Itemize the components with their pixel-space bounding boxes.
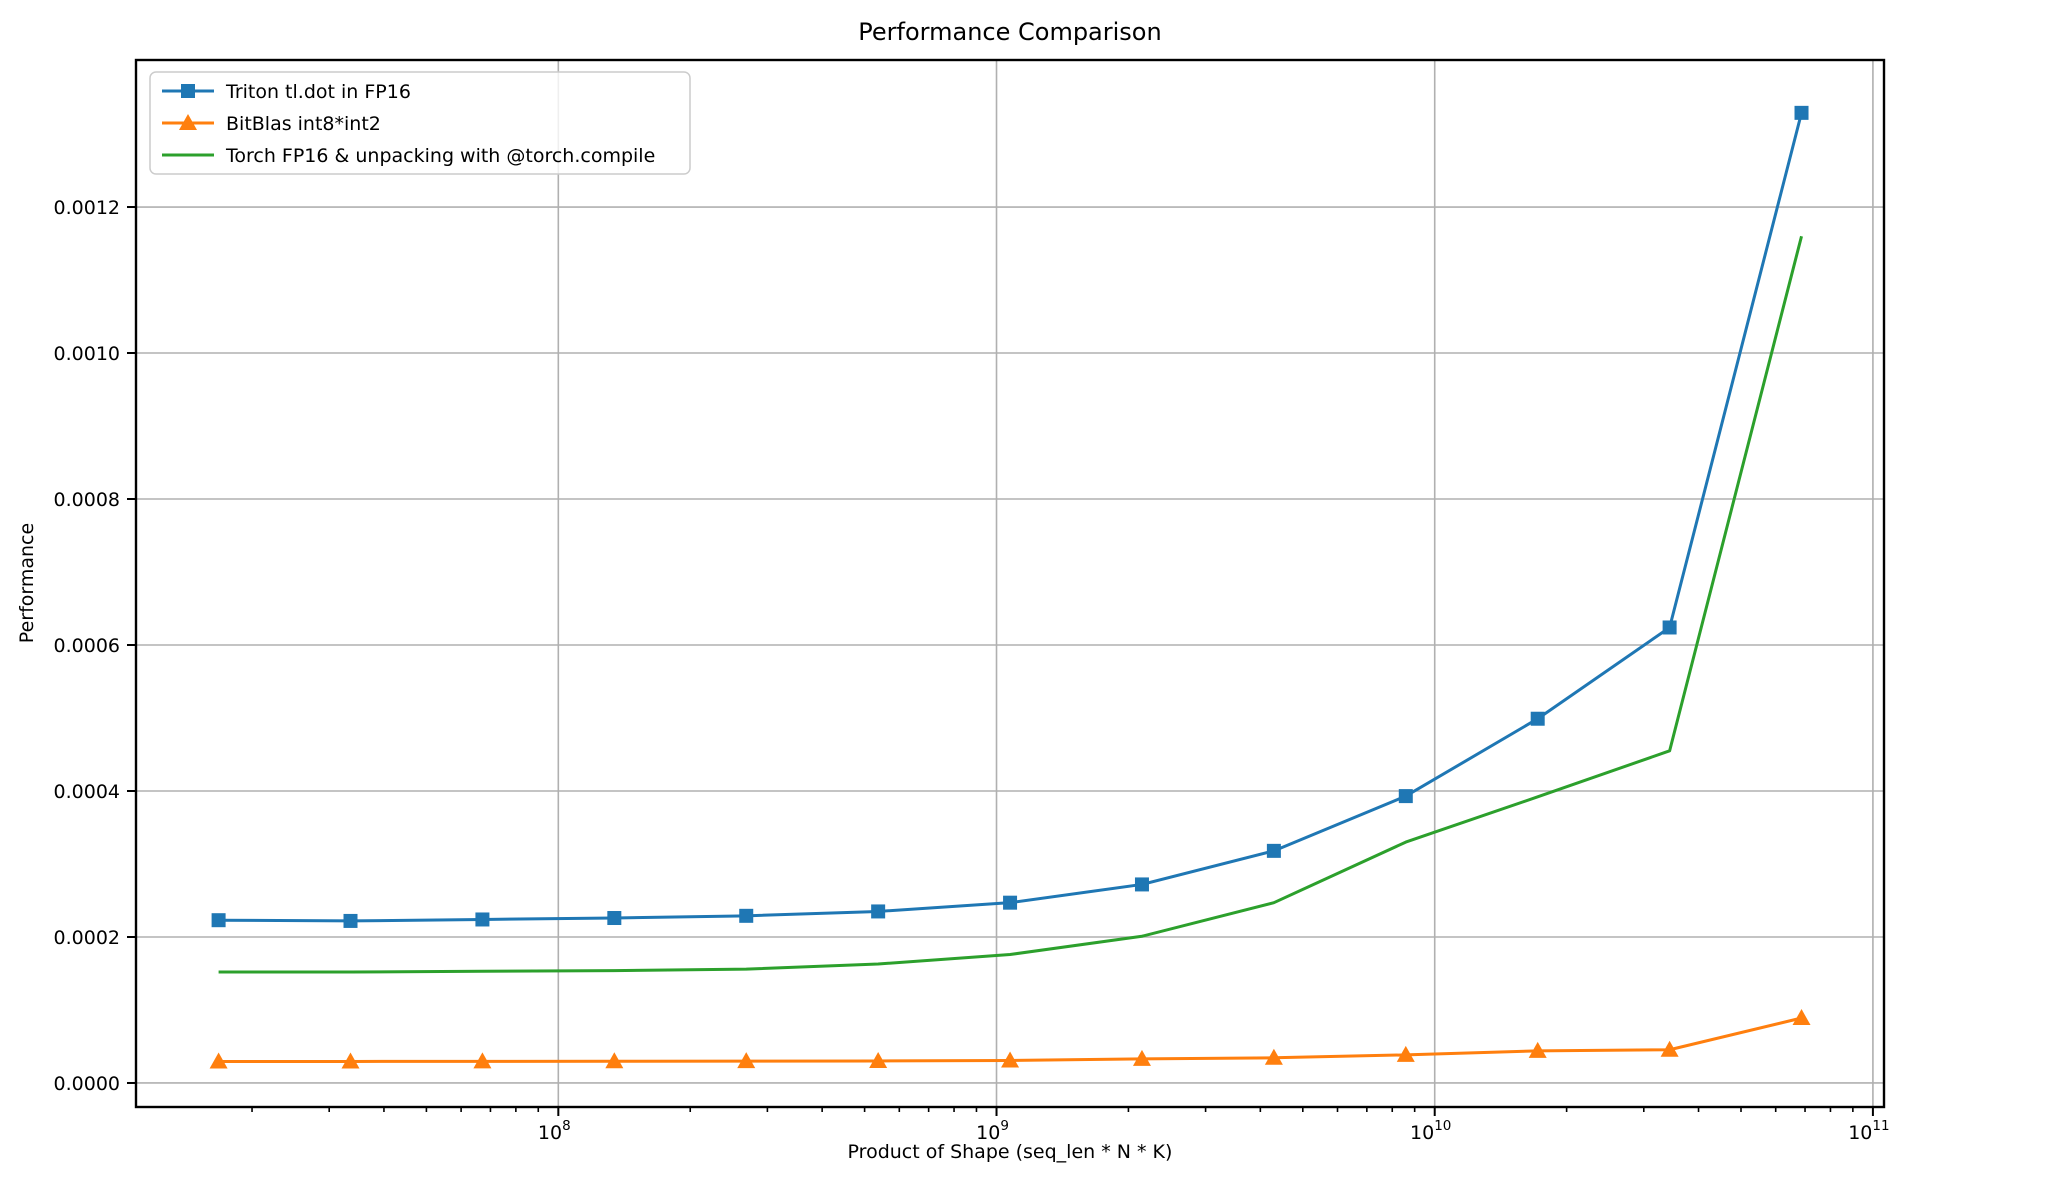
- y-tick-label: 0.0008: [54, 489, 120, 511]
- legend-item-0: Triton tl.dot in FP16: [162, 81, 411, 103]
- x-tick-label: 1010: [1410, 1118, 1451, 1144]
- data-point-series-1: [605, 1052, 624, 1069]
- data-point-series-0: [1530, 711, 1545, 726]
- x-tick-label: 108: [538, 1118, 571, 1144]
- x-tick-label: 1011: [1848, 1118, 1889, 1144]
- legend-swatch-marker: [181, 84, 195, 98]
- data-point-series-1: [1660, 1040, 1679, 1057]
- y-tick-label: 0.0012: [54, 197, 120, 219]
- data-point-series-0: [607, 911, 622, 926]
- series-line-2: [218, 235, 1803, 974]
- chart-title: Performance Comparison: [858, 18, 1162, 46]
- data-point-series-1: [1264, 1048, 1283, 1065]
- data-point-series-1: [1792, 1009, 1811, 1026]
- data-point-series-1: [1132, 1049, 1151, 1066]
- legend-item-1: BitBlas int8*int2: [162, 113, 381, 135]
- series-line-0: [218, 112, 1803, 923]
- y-tick-label: 0.0004: [54, 781, 120, 803]
- data-point-series-0: [475, 912, 490, 927]
- data-point-series-1: [209, 1052, 228, 1069]
- legend-label: BitBlas int8*int2: [226, 113, 381, 135]
- plot-frame: [134, 58, 1886, 1109]
- data-point-series-0: [343, 913, 358, 928]
- legend: Triton tl.dot in FP16 BitBlas int8*int2 To…: [149, 71, 691, 175]
- legend-item-2: Torch FP16 & unpacking with @torch.compi…: [162, 145, 655, 167]
- data-point-series-0: [1662, 620, 1677, 635]
- data-point-series-1: [473, 1052, 492, 1069]
- legend-swatch-marker: [179, 114, 197, 130]
- data-point-series-1: [737, 1052, 756, 1069]
- data-point-series-1: [1396, 1045, 1415, 1062]
- data-point-series-1: [869, 1051, 888, 1068]
- y-tick-label: 0.0002: [54, 927, 120, 949]
- x-axis-label: Product of Shape (seq_len * N * K): [847, 1141, 1173, 1163]
- data-point-series-0: [211, 913, 226, 928]
- data-point-series-0: [739, 908, 754, 923]
- y-tick-label: 0.0000: [54, 1073, 120, 1095]
- y-axis-label: Performance: [16, 522, 38, 644]
- y-tick-label: 0.0010: [54, 343, 120, 365]
- data-point-series-1: [1001, 1051, 1020, 1068]
- data-point-series-0: [871, 904, 886, 919]
- data-point-series-0: [1003, 895, 1018, 910]
- legend-label: Torch FP16 & unpacking with @torch.compi…: [225, 145, 655, 167]
- data-point-series-0: [1794, 105, 1809, 120]
- legend-label: Triton tl.dot in FP16: [225, 81, 411, 103]
- legend-frame: [149, 71, 691, 175]
- x-tick-label: 109: [976, 1118, 1009, 1144]
- data-point-series-0: [1134, 877, 1149, 892]
- data-point-series-1: [341, 1052, 360, 1069]
- y-tick-label: 0.0006: [54, 635, 120, 657]
- data-point-series-1: [1528, 1041, 1547, 1058]
- data-point-series-0: [1266, 843, 1281, 858]
- data-point-series-0: [1398, 789, 1413, 804]
